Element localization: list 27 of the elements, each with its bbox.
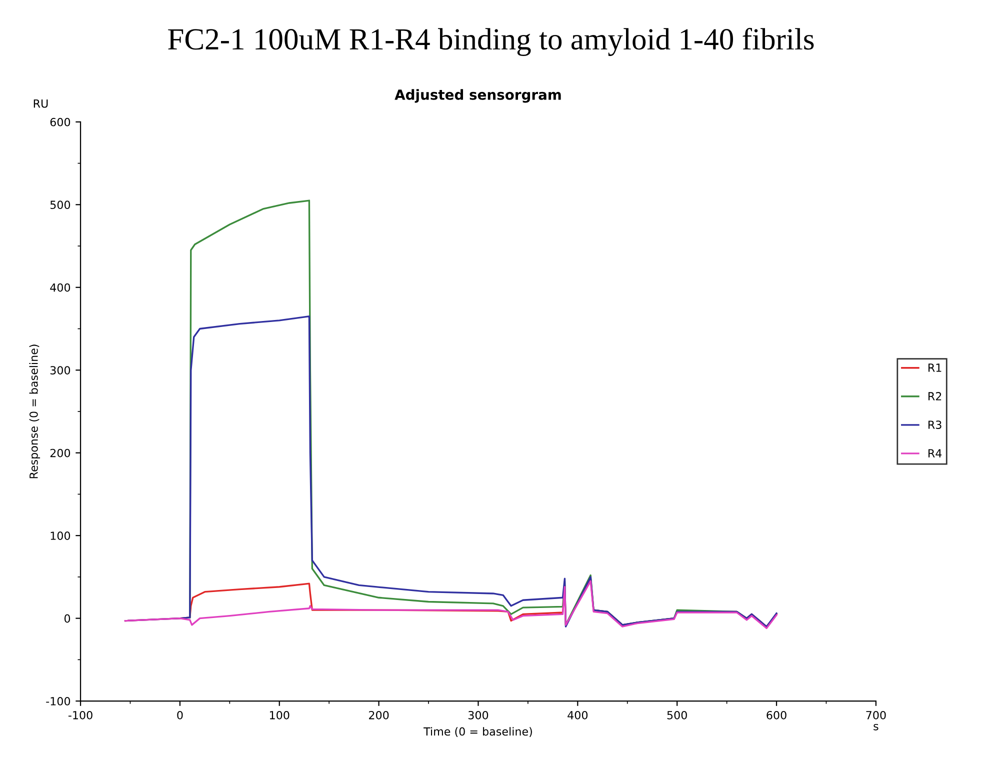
text: s [874,724,878,730]
legend-label: R4 [928,449,942,458]
x-tick-label: 500 [667,710,687,720]
y-tick-label: 200 [50,448,70,458]
x-tick-label: 600 [766,710,786,720]
x-tick-label: 700 [866,710,886,720]
chart-title: FC2-1 100uM R1-R4 binding to amyloid 1-40 fibrils [168,28,814,56]
x-tick-label: 0 [177,710,183,720]
y-axis-title: Response (0 = baseline) [29,344,40,478]
legend-label: R3 [928,420,942,429]
chart-subtitle: Adjusted sensorgram [394,89,561,103]
y-tick-label: 100 [50,532,70,540]
x-tick-label: 100 [270,710,290,720]
x-tick-label: -100 [68,710,92,720]
y-tick-label: 400 [50,283,70,292]
y-tick-label: 0 [64,614,70,623]
legend-label: R2 [928,392,942,400]
x-tick-label: 400 [568,710,588,720]
legend-label: R1 [928,364,942,372]
x-axis-title: Time (0 = baseline) [424,727,532,737]
text: RU [34,100,48,108]
y-tick-label: 300 [50,366,70,374]
x-tick-label: 300 [468,710,488,720]
x-tick-label: 200 [369,710,389,720]
y-tick-label: 600 [50,118,70,126]
y-tick-label: -100 [46,697,70,706]
y-tick-label: 500 [50,200,70,210]
